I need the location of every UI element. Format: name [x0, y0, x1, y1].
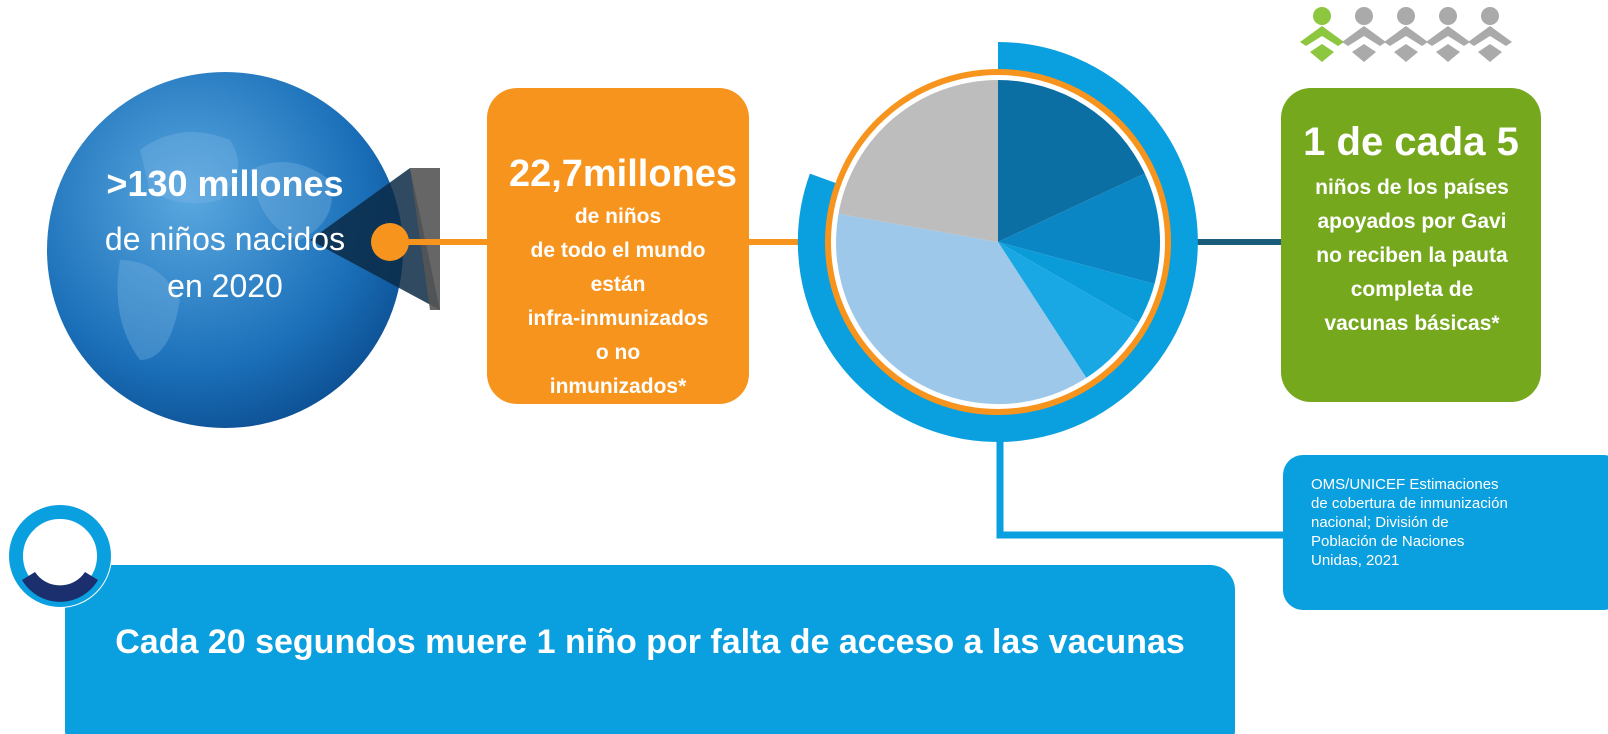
baby-icons [1300, 7, 1512, 62]
orange-line: inmunizados* [550, 375, 687, 398]
dot [371, 223, 409, 261]
globe [47, 72, 403, 428]
pie [836, 80, 1161, 405]
orange-line: infra-inmunizados [528, 307, 709, 330]
green-box [1281, 88, 1541, 402]
slice [998, 242, 1155, 323]
source-line: nacional; División de [1311, 514, 1449, 531]
icon-arc [22, 572, 98, 602]
banner [65, 565, 1235, 734]
orange-line: de todo el mundo [531, 239, 706, 262]
green-line: niños de los países [1315, 176, 1509, 199]
slice [998, 80, 1145, 242]
green-headline: 1 de cada 5 [1303, 120, 1519, 164]
slice [838, 80, 998, 242]
orange-box [487, 88, 749, 404]
green-line: completa de [1351, 278, 1474, 301]
source-line: Unidas, 2021 [1311, 552, 1399, 569]
source-line: OMS/UNICEF Estimaciones [1311, 476, 1499, 493]
green-line: vacunas básicas* [1324, 312, 1500, 335]
orange-line: están [591, 273, 646, 296]
globe-line: de niños nacidos [105, 221, 345, 257]
slice [836, 213, 1087, 405]
slice [998, 173, 1161, 284]
green-line: apoyados por Gavi [1317, 210, 1506, 233]
source-line: de cobertura de inmunización [1311, 495, 1508, 512]
orange-line: de niños [575, 205, 661, 228]
outer-ring [797, 42, 1198, 442]
connector [996, 418, 1285, 539]
source-box [1283, 455, 1608, 610]
source-line: Población de Naciones [1311, 533, 1464, 550]
globe-line: en 2020 [167, 268, 283, 304]
banner-text: Cada 20 segundos muere 1 niño por falta … [115, 623, 1185, 661]
continents [117, 132, 332, 360]
slice [998, 242, 1139, 378]
green-line: no reciben la pauta [1316, 244, 1508, 267]
globe-headline: >130 millones [106, 163, 343, 204]
orange-headline: 22,7millones [509, 153, 737, 195]
orange-line: o no [596, 341, 640, 364]
